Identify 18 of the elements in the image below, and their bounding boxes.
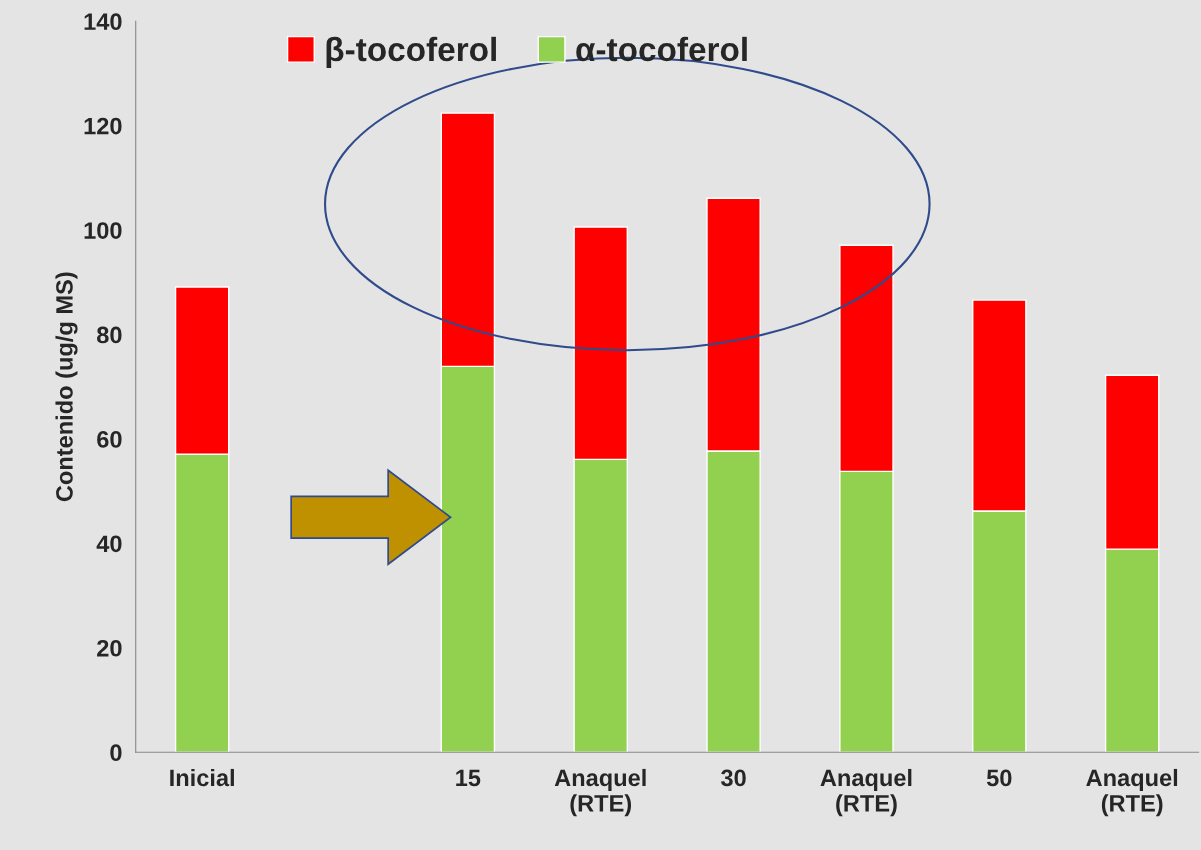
- y-tick-label: 140: [84, 13, 122, 31]
- y-tick-label: 0: [110, 744, 122, 762]
- x-tick-label: 50: [986, 769, 1012, 787]
- x-tick-label: Inicial: [170, 768, 234, 787]
- x-tick-label: Anaquel (RTE): [554, 768, 646, 817]
- x-tick-label: Anaquel (RTE): [1086, 768, 1178, 817]
- x-tick-label: 15: [456, 769, 481, 787]
- y-axis-title: Contenido (ug/g MS): [55, 272, 78, 502]
- legend-label: α-tocoferol: [576, 36, 747, 62]
- y-tick-label: 60: [97, 431, 122, 448]
- y-tick-label: 20: [97, 639, 122, 657]
- y-tick-label: 100: [84, 222, 122, 239]
- y-tick-label: 40: [96, 535, 122, 553]
- legend-label: β-tocoferol: [326, 36, 496, 68]
- x-tick-label: Anaquel (RTE): [820, 768, 912, 817]
- y-tick-label: 120: [84, 117, 122, 135]
- y-tick-label: 80: [97, 326, 122, 344]
- x-tick-label: 30: [721, 769, 746, 787]
